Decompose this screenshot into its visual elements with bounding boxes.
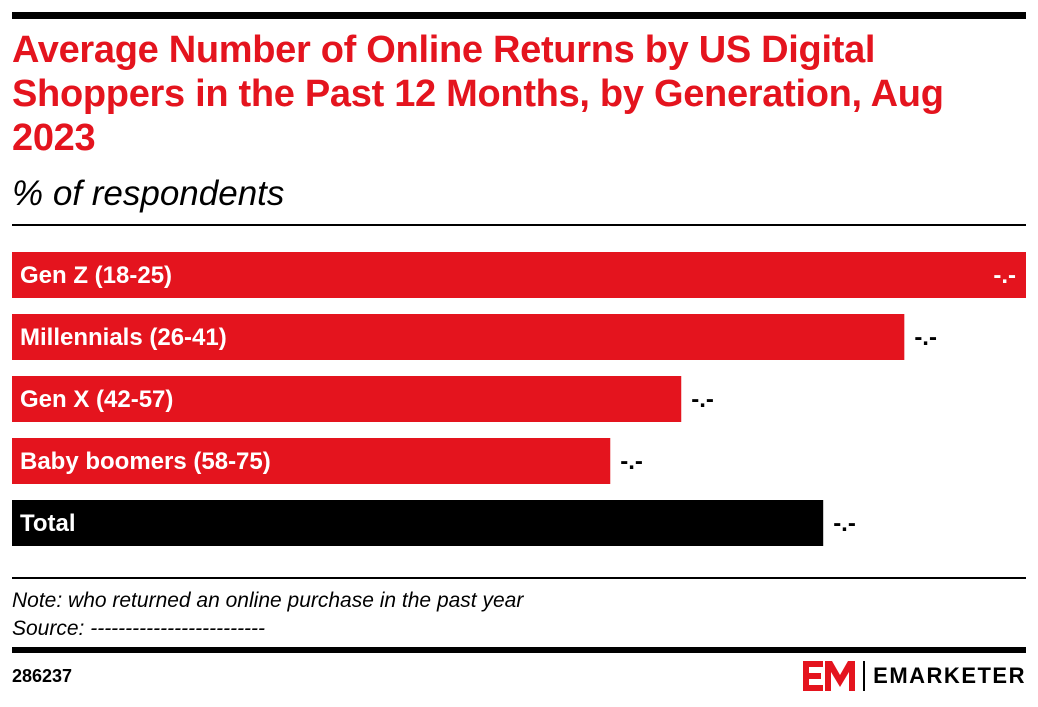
bar-category-label: Gen X (42-57) <box>20 386 173 413</box>
chart-id: 286237 <box>12 666 73 686</box>
bar-3 <box>12 438 611 484</box>
em-logo-icon <box>803 661 856 691</box>
bar-value-label: -.- <box>833 510 856 537</box>
bottom-rule <box>12 647 1026 653</box>
emarketer-logo: EMARKETER <box>803 661 1026 691</box>
bar-2 <box>12 376 682 422</box>
bar-category-label: Millennials (26-41) <box>20 324 227 351</box>
bar-category-label: Gen Z (18-25) <box>20 262 172 289</box>
bar-value-label: -.- <box>691 386 714 413</box>
bar-value-label: -.- <box>914 324 937 351</box>
bar-4 <box>12 500 824 546</box>
bar-category-label: Total <box>20 510 76 537</box>
chart-subtitle: % of respondents <box>12 174 285 213</box>
chart-note: Note: who returned an online purchase in… <box>12 589 524 612</box>
bar-value-label: -.- <box>993 262 1016 289</box>
top-rule <box>12 12 1026 19</box>
bar-category-label: Baby boomers (58-75) <box>20 448 271 475</box>
chart-title: Average Number of Online Returns by US D… <box>12 29 944 159</box>
logo-separator <box>863 661 866 691</box>
bar-value-label: -.- <box>620 448 643 475</box>
bar-0 <box>12 252 1026 298</box>
chart-top-rule <box>12 224 1026 226</box>
bar-1 <box>12 314 905 360</box>
chart-source: Source: ------------------------- <box>12 617 266 640</box>
logo-wordmark: EMARKETER <box>873 663 1026 688</box>
note-rule <box>12 577 1026 579</box>
